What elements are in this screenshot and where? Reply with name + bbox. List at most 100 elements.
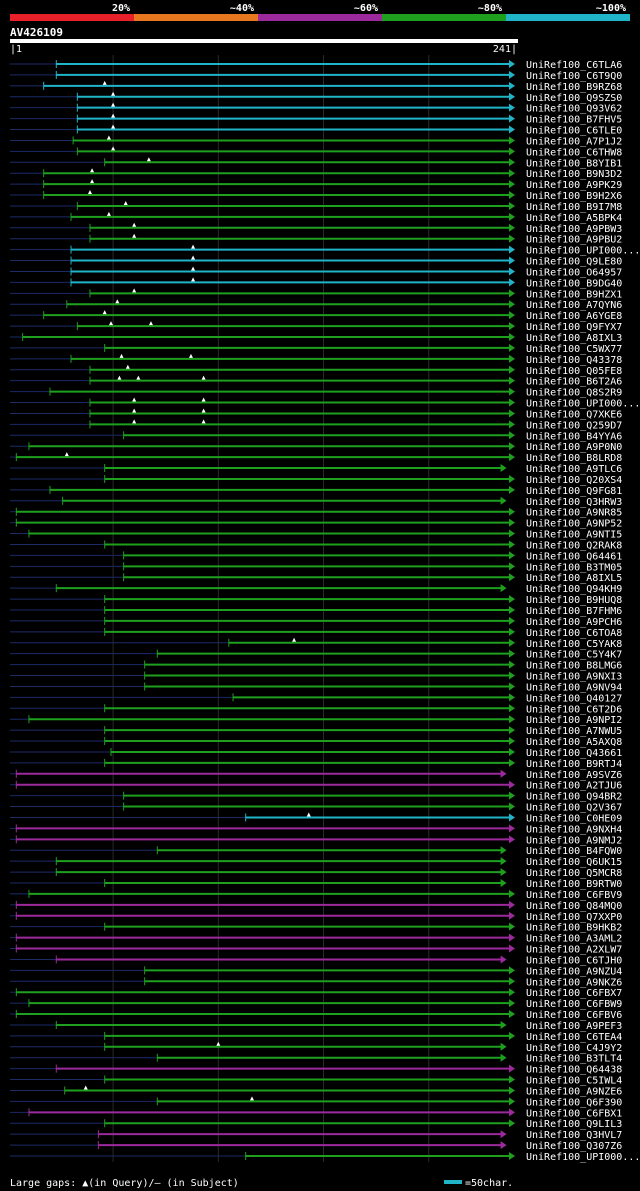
hit-label: UniRef100_A2TJU6 (526, 781, 622, 792)
hit-label: UniRef100_Q64461 (526, 551, 622, 562)
query-gap-marker (102, 80, 107, 85)
hit-arrowhead (509, 365, 515, 374)
hit-label: UniRef100_B7FHV5 (526, 115, 622, 126)
hit-arrowhead (509, 223, 515, 232)
hit-label: UniRef100_C6FBX7 (526, 988, 622, 999)
hit-label: UniRef100_C4J9Y2 (526, 1043, 622, 1054)
hit-label: UniRef100_B9RZ68 (526, 82, 622, 93)
hit-label: UniRef100_B3TLT4 (526, 1054, 622, 1065)
hit-label: UniRef100_B8LMG6 (526, 661, 622, 672)
hit-label: UniRef100_A9PK29 (526, 180, 622, 191)
hit-label: UniRef100_C6TEA4 (526, 1032, 622, 1043)
hit-arrowhead (509, 737, 515, 746)
hit-arrowhead (509, 212, 515, 221)
legend-label: ~60% (354, 3, 378, 14)
query-ruler (10, 39, 518, 43)
hit-label: UniRef100_Q9LE80 (526, 257, 622, 268)
hit-label: UniRef100_B8YIB1 (526, 158, 622, 169)
hit-label: UniRef100_Q2RAK8 (526, 540, 622, 551)
query-gap-marker (87, 190, 92, 195)
legend-label: ~40% (230, 3, 254, 14)
query-gap-marker (188, 353, 193, 358)
hit-arrowhead (509, 704, 515, 713)
hit-label: UniRef100_O64957 (526, 267, 622, 278)
hit-label: UniRef100_C6TJH0 (526, 955, 622, 966)
hit-label: UniRef100_B9RTJ4 (526, 759, 622, 770)
hit-arrowhead (509, 114, 515, 123)
query-gap-marker (191, 244, 196, 249)
hit-label: UniRef100_Q5MCR8 (526, 868, 622, 879)
query-gap-marker (216, 1041, 221, 1046)
hit-label: UniRef100_A2XLW7 (526, 945, 622, 956)
query-gap-marker (106, 135, 111, 140)
legend-label: ~100% (596, 3, 626, 14)
hit-arrowhead (509, 387, 515, 396)
hit-label: UniRef100_Q40127 (526, 693, 622, 704)
hit-arrowhead (509, 1108, 515, 1117)
hit-label: UniRef100_C6THW8 (526, 147, 622, 158)
query-gap-marker (132, 408, 137, 413)
hit-arrowhead (500, 857, 507, 866)
hit-arrowhead (509, 485, 515, 494)
hit-label: UniRef100_A7NWU5 (526, 726, 622, 737)
hit-arrowhead (509, 1010, 515, 1019)
axis-start-label: |1 (10, 44, 22, 55)
hit-label: UniRef100_B3TM05 (526, 562, 622, 573)
hit-arrowhead (509, 944, 515, 953)
footer-large-gaps: Large gaps: ▲(in Query)/— (in Subject) (10, 1178, 239, 1189)
query-gap-marker (306, 812, 311, 817)
hit-arrowhead (509, 191, 515, 200)
hit-label: UniRef100_A6YGE8 (526, 311, 622, 322)
hit-label: UniRef100_B6T2A6 (526, 377, 622, 388)
query-gap-marker (64, 452, 69, 457)
hit-label: UniRef100_Q64438 (526, 1065, 622, 1076)
hit-arrowhead (509, 343, 515, 352)
legend-label: 20% (112, 3, 130, 14)
hit-arrowhead (509, 835, 515, 844)
query-gap-marker (119, 353, 124, 358)
hit-arrowhead (509, 911, 515, 920)
hit-label: UniRef100_B9HKB2 (526, 923, 622, 934)
hit-label: UniRef100_C6FBW9 (526, 999, 622, 1010)
hit-label: UniRef100_Q9LIL3 (526, 1119, 622, 1130)
hit-label: UniRef100_A7P1J2 (526, 136, 622, 147)
axis-end-label: 241| (493, 44, 517, 55)
hit-arrowhead (509, 289, 515, 298)
hit-label: UniRef100_Q84MQ0 (526, 901, 622, 912)
hit-arrowhead (509, 453, 515, 462)
hit-arrowhead (509, 726, 515, 735)
hit-arrowhead (509, 60, 515, 68)
hit-arrowhead (509, 999, 515, 1008)
hit-label: UniRef100_Q43378 (526, 355, 622, 366)
query-gap-marker (111, 102, 116, 107)
query-gap-marker (123, 200, 128, 205)
hit-label: UniRef100_A5AXQ8 (526, 737, 622, 748)
hit-arrowhead (509, 180, 515, 189)
hit-label: UniRef100_A9NXH4 (526, 824, 622, 835)
hit-arrowhead (509, 103, 515, 112)
query-gap-marker (132, 397, 137, 402)
hit-label: UniRef100_B9H2X6 (526, 191, 622, 202)
hit-arrowhead (509, 267, 515, 276)
hit-label: UniRef100_C6T2D6 (526, 704, 622, 715)
hit-label: UniRef100_Q9FG81 (526, 486, 622, 497)
hit-label: UniRef100_A7QYN6 (526, 300, 622, 311)
hit-arrowhead (509, 922, 515, 931)
hit-arrowhead (509, 256, 515, 265)
hit-label: UniRef100_A9SVZ6 (526, 770, 622, 781)
hit-arrowhead (509, 529, 515, 538)
hit-arrowhead (509, 824, 515, 833)
query-gap-marker (117, 375, 122, 380)
query-gap-marker (148, 321, 153, 326)
legend-label: ~80% (478, 3, 502, 14)
hit-arrowhead (500, 868, 507, 877)
hit-label: UniRef100_B9HZX1 (526, 289, 622, 300)
hit-label: UniRef100_B9RTW0 (526, 879, 622, 890)
query-gap-marker (109, 321, 113, 326)
hit-label: UniRef100_A9NR85 (526, 508, 622, 519)
hit-label: UniRef100_Q20XS4 (526, 475, 622, 486)
query-gap-marker (132, 233, 137, 238)
chart-title: AV426109 (10, 26, 63, 39)
hit-arrowhead (509, 693, 515, 702)
query-gap-marker (115, 299, 120, 304)
